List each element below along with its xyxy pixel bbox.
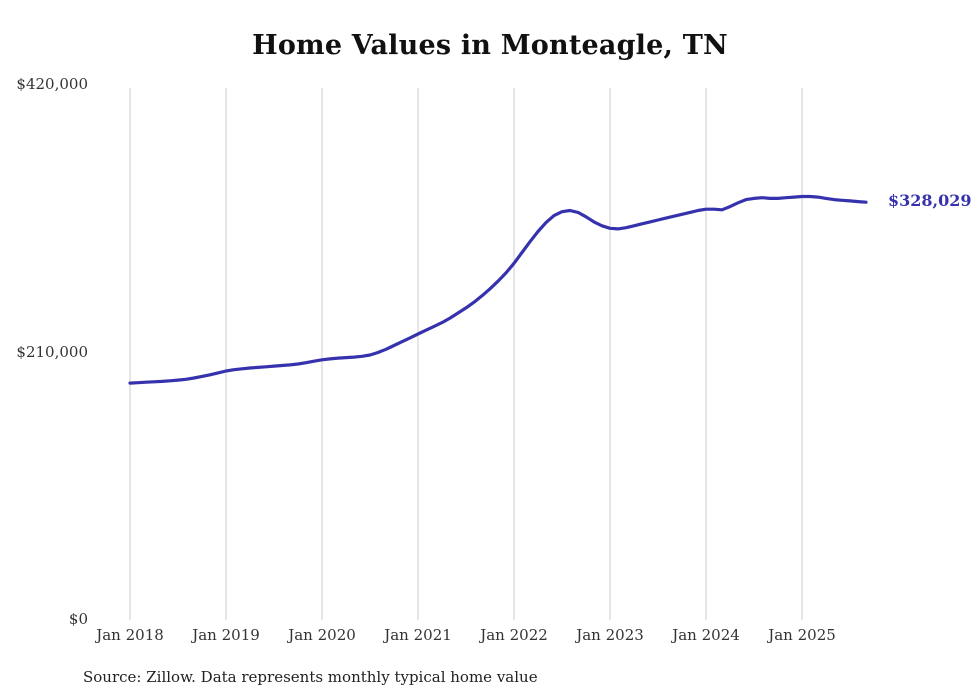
x-tick-label: Jan 2025	[768, 626, 836, 644]
x-tick-label: Jan 2021	[384, 626, 452, 644]
home-value-line	[128, 194, 868, 385]
x-tick-label: Jan 2023	[576, 626, 644, 644]
x-tick-label: Jan 2024	[672, 626, 740, 644]
chart-title: Home Values in Monteagle, TN	[252, 30, 728, 61]
source-note: Source: Zillow. Data represents monthly …	[83, 668, 538, 686]
y-tick-label: $420,000	[16, 75, 88, 93]
x-tick-label: Jan 2022	[480, 626, 548, 644]
x-tick-label: Jan 2019	[192, 626, 260, 644]
x-tick-label: Jan 2020	[288, 626, 356, 644]
y-tick-label: $0	[68, 610, 88, 628]
x-tick-label: Jan 2018	[96, 626, 164, 644]
current-value-label: $328,029	[888, 191, 972, 211]
y-tick-label: $210,000	[16, 342, 88, 361]
